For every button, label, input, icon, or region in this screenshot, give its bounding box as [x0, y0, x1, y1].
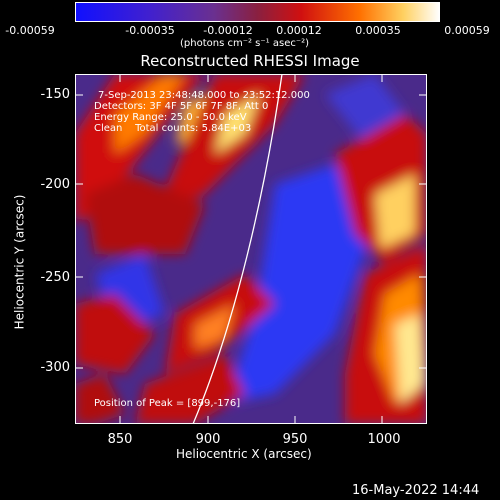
y-tick: -150	[40, 87, 70, 102]
x-tick: 950	[282, 432, 308, 447]
colorbar-tick: 0.00059	[444, 24, 490, 37]
plot-title: Reconstructed RHESSI Image	[140, 52, 360, 70]
x-tick: 1000	[367, 432, 401, 447]
colorbar-units: (photons cm⁻² s⁻¹ asec⁻²)	[180, 38, 310, 49]
peak-position: Position of Peak = [899,-176]	[94, 398, 241, 409]
colorbar-tick: -0.00012	[203, 24, 253, 37]
colorbar-tick: -0.00059	[5, 24, 55, 37]
colorbar	[75, 2, 440, 22]
info-time: 7-Sep-2013 23:48:48.000 to 23:52:12.000	[98, 90, 310, 101]
y-axis-label: Heliocentric Y (arcsec)	[12, 194, 27, 330]
x-axis-label: Heliocentric X (arcsec)	[176, 447, 312, 461]
rhessi-image	[75, 74, 427, 424]
footer-timestamp: 16-May-2022 14:44	[352, 483, 480, 498]
colorbar-tick: 0.00012	[276, 24, 322, 37]
colorbar-tick: -0.00035	[125, 24, 175, 37]
x-tick: 900	[195, 432, 221, 447]
y-tick: -200	[40, 177, 70, 192]
info-counts: Clean Total counts: 5.84E+03	[94, 123, 252, 134]
y-tick: -250	[40, 270, 70, 285]
info-detectors: Detectors: 3F 4F 5F 6F 7F 8F, Att 0	[94, 101, 269, 112]
x-tick: 850	[107, 432, 133, 447]
info-energy: Energy Range: 25.0 - 50.0 keV	[94, 112, 247, 123]
y-tick: -300	[40, 360, 70, 375]
colorbar-tick: 0.00035	[355, 24, 401, 37]
